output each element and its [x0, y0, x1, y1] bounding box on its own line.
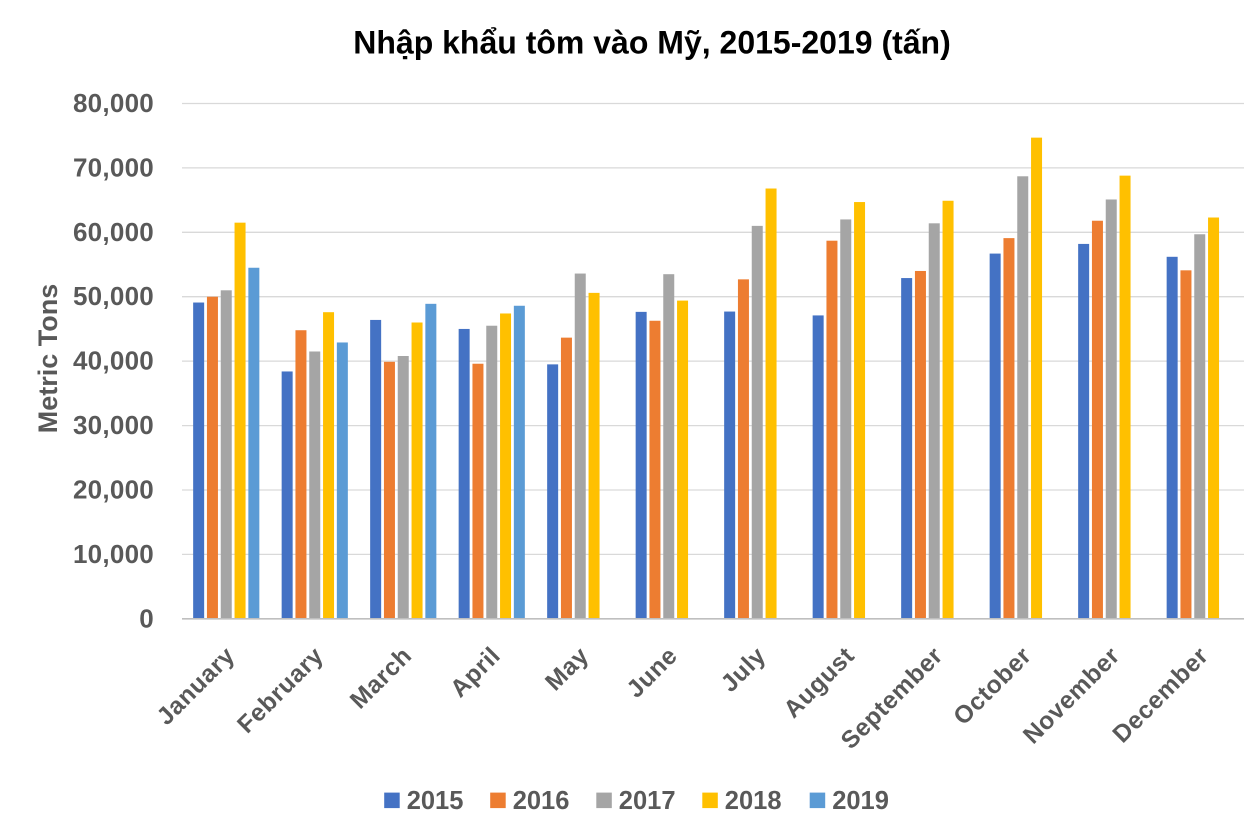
svg-text:2016: 2016: [513, 787, 570, 815]
svg-text:Nhập khẩu tôm vào Mỹ, 2015-201: Nhập khẩu tôm vào Mỹ, 2015-2019 (tấn): [353, 25, 951, 61]
svg-text:30,000: 30,000: [73, 410, 154, 440]
svg-text:Metric Tons: Metric Tons: [33, 284, 63, 434]
svg-text:2018: 2018: [725, 787, 782, 815]
svg-text:50,000: 50,000: [73, 281, 154, 311]
svg-text:20,000: 20,000: [73, 475, 154, 505]
svg-text:80,000: 80,000: [73, 88, 154, 118]
svg-text:70,000: 70,000: [73, 152, 154, 182]
svg-text:2015: 2015: [407, 787, 464, 815]
svg-text:2019: 2019: [832, 787, 889, 815]
svg-text:40,000: 40,000: [73, 346, 154, 376]
svg-text:10,000: 10,000: [73, 539, 154, 569]
svg-text:60,000: 60,000: [73, 217, 154, 247]
svg-text:2017: 2017: [619, 787, 676, 815]
svg-text:0: 0: [139, 603, 154, 633]
